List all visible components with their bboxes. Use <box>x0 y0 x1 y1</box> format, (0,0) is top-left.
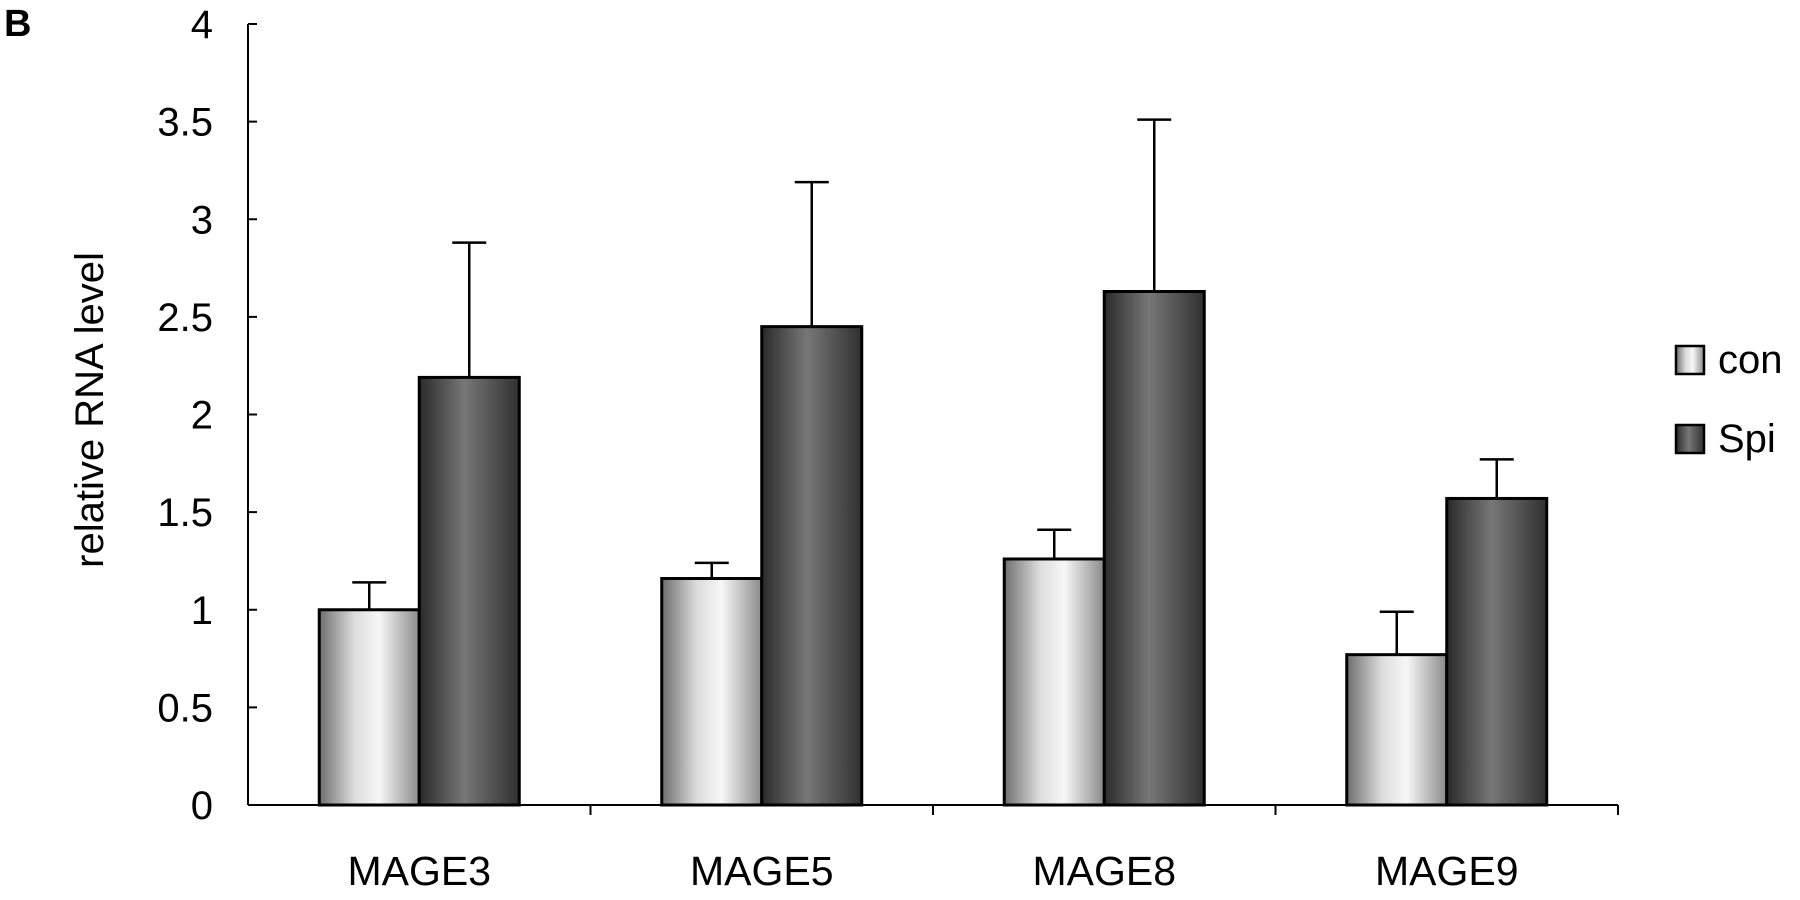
y-tick-label: 1 <box>191 589 213 633</box>
error-bars <box>352 118 1514 655</box>
y-tick-label: 0.5 <box>157 686 213 730</box>
y-axis-title: relative RNA level <box>68 252 112 568</box>
x-tick-label: MAGE3 <box>347 848 491 894</box>
error-bar-Spi-MAGE8 <box>1137 118 1172 292</box>
bar-con-MAGE5 <box>660 577 764 807</box>
bar-Spi-MAGE5 <box>760 325 864 807</box>
error-bar-con-MAGE9 <box>1379 610 1414 655</box>
x-tick-label: MAGE9 <box>1375 848 1519 894</box>
bar-con-MAGE3 <box>317 608 421 807</box>
y-tick-label: 2 <box>191 394 213 438</box>
error-bar-Spi-MAGE3 <box>452 241 487 378</box>
x-axis-ticks: MAGE3 MAGE5 MAGE8 MAGE9 <box>347 805 1619 894</box>
bars <box>317 289 1549 807</box>
bar-Spi-MAGE8 <box>1102 289 1206 807</box>
panel-label: B <box>4 3 31 45</box>
error-bar-Spi-MAGE9 <box>1479 458 1514 499</box>
error-bar-Spi-MAGE5 <box>794 180 829 327</box>
legend: con Spi <box>1674 338 1783 461</box>
legend-swatch-con <box>1674 344 1706 376</box>
y-tick-label: 3.5 <box>157 101 213 145</box>
x-tick-label: MAGE8 <box>1032 848 1176 894</box>
y-tick-label: 3 <box>191 198 213 242</box>
y-tick-label: 2.5 <box>157 296 213 340</box>
y-tick-label: 1.5 <box>157 491 213 535</box>
legend-label-Spi: Spi <box>1718 417 1776 461</box>
error-bar-con-MAGE5 <box>694 561 729 579</box>
error-bar-con-MAGE8 <box>1037 528 1072 559</box>
x-tick-label: MAGE5 <box>690 848 834 894</box>
legend-swatch-Spi <box>1674 423 1706 455</box>
legend-label-con: con <box>1718 338 1783 382</box>
y-tick-label: 0 <box>191 784 213 828</box>
bar-con-MAGE8 <box>1002 557 1106 807</box>
bar-Spi-MAGE9 <box>1445 496 1549 807</box>
y-axis-ticks: 0 0.5 1 1.5 2 2.5 3 3.5 4 <box>157 3 257 828</box>
y-tick-label: 4 <box>191 3 213 47</box>
error-bar-con-MAGE3 <box>352 581 387 610</box>
bar-Spi-MAGE3 <box>417 375 521 807</box>
bar-con-MAGE9 <box>1345 653 1449 807</box>
